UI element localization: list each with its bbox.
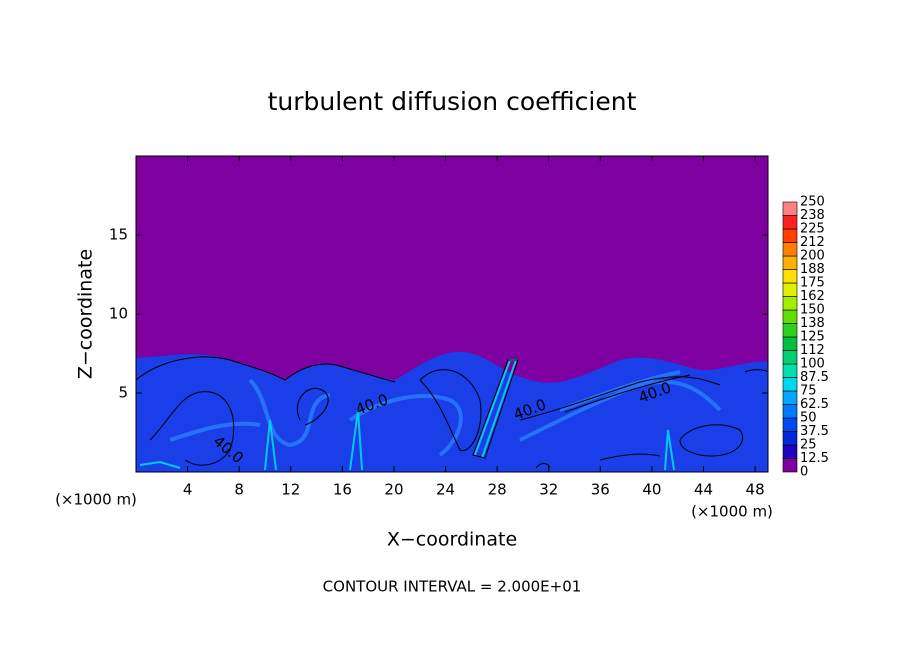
colorbar-swatch	[782, 215, 798, 230]
colorbar-swatch	[782, 242, 798, 257]
colorbar-label: 50	[800, 411, 817, 426]
colorbar-label: 162	[800, 289, 825, 304]
colorbar-swatch	[782, 363, 798, 378]
x-unit-label: (×1000 m)	[691, 503, 773, 521]
x-tick-label: 32	[539, 481, 558, 499]
colorbar-swatch	[782, 417, 798, 432]
colorbar-swatch	[782, 390, 798, 405]
x-tick-label: 20	[384, 481, 403, 499]
colorbar-label: 112	[800, 343, 825, 358]
colorbar-label: 62.5	[800, 397, 829, 412]
x-axis-title: X−coordinate	[387, 529, 517, 551]
y-tick-label: 15	[109, 226, 128, 244]
colorbar-label: 100	[800, 357, 825, 372]
colorbar-label: 188	[800, 262, 825, 277]
chart-title: turbulent diffusion coefficient	[268, 87, 637, 116]
x-tick-label: 28	[488, 481, 507, 499]
colorbar-label: 12.5	[800, 451, 829, 466]
colorbar-swatch	[782, 377, 798, 392]
x-tick-label: 4	[183, 481, 193, 499]
x-tick-label: 8	[234, 481, 244, 499]
x-tick-label: 24	[436, 481, 455, 499]
colorbar-swatch	[782, 323, 798, 338]
colorbar-swatch	[782, 255, 798, 270]
x-tick-label: 12	[281, 481, 300, 499]
colorbar-label: 238	[800, 208, 825, 223]
x-tick-label: 36	[591, 481, 610, 499]
x-tick-label: 48	[746, 481, 765, 499]
x-tick-label: 40	[642, 481, 661, 499]
x-tick-label: 44	[694, 481, 713, 499]
colorbar-swatch	[782, 444, 798, 459]
colorbar: 012.52537.55062.57587.510011212513815016…	[782, 195, 829, 480]
colorbar-swatch	[782, 309, 798, 324]
x-tick-label: 16	[333, 481, 352, 499]
colorbar-label: 25	[800, 438, 817, 453]
turbulent-layer: 40.0 40.0 40.0 40.0	[135, 351, 769, 472]
footnote: CONTOUR INTERVAL = 2.000E+01	[323, 578, 582, 596]
colorbar-swatch	[782, 458, 798, 473]
colorbar-label: 87.5	[800, 370, 829, 385]
colorbar-label: 125	[800, 330, 825, 345]
colorbar-swatch	[782, 296, 798, 311]
colorbar-swatch	[782, 228, 798, 243]
y-unit-label: (×1000 m)	[55, 491, 137, 509]
colorbar-label: 0	[800, 465, 808, 480]
colorbar-label: 225	[800, 222, 825, 237]
colorbar-swatch	[782, 404, 798, 419]
colorbar-label: 75	[800, 384, 817, 399]
colorbar-label: 150	[800, 303, 825, 318]
y-axis-title: Z−coordinate	[75, 249, 97, 379]
colorbar-swatch	[782, 282, 798, 297]
colorbar-label: 212	[800, 235, 825, 250]
colorbar-label: 200	[800, 249, 825, 264]
colorbar-label: 138	[800, 316, 825, 331]
colorbar-label: 250	[800, 195, 825, 210]
colorbar-swatch	[782, 350, 798, 365]
colorbar-swatch	[782, 336, 798, 351]
colorbar-swatch	[782, 269, 798, 284]
colorbar-swatch	[782, 431, 798, 446]
colorbar-label: 37.5	[800, 424, 829, 439]
colorbar-label: 175	[800, 276, 825, 291]
y-tick-label: 10	[109, 305, 128, 323]
colorbar-swatch	[782, 201, 798, 216]
y-tick-label: 5	[118, 384, 128, 402]
